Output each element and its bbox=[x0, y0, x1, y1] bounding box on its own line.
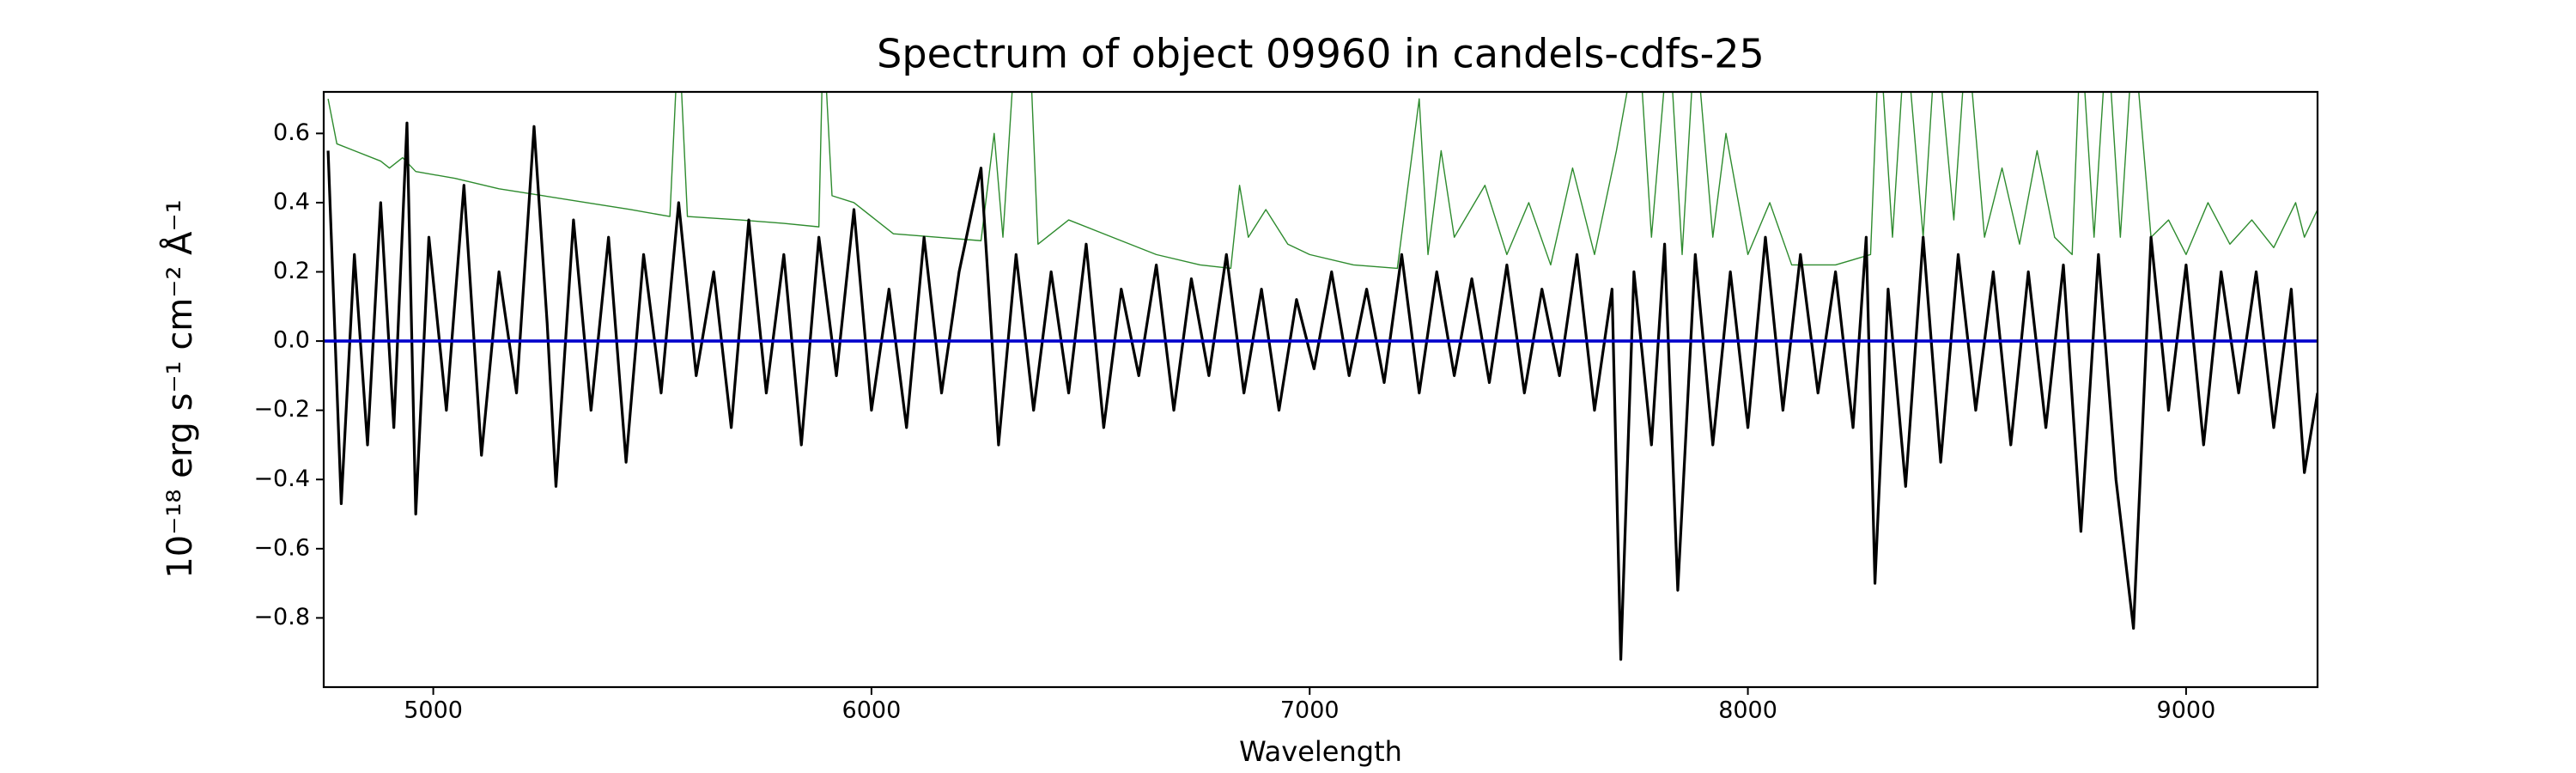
x-tick-label: 5000 bbox=[404, 697, 463, 724]
chart-title: Spectrum of object 09960 in candels-cdfs… bbox=[877, 31, 1765, 77]
y-tick-label: −0.8 bbox=[253, 604, 310, 630]
y-tick-label: −0.4 bbox=[253, 466, 310, 492]
y-tick-label: −0.2 bbox=[253, 396, 310, 423]
y-tick-label: 0.6 bbox=[273, 119, 310, 146]
y-axis-label: 10⁻¹⁸ erg s⁻¹ cm⁻² Å⁻¹ bbox=[159, 199, 200, 578]
x-axis-label: Wavelength bbox=[1239, 735, 1402, 768]
x-tick-label: 6000 bbox=[842, 697, 902, 724]
x-tick-label: 8000 bbox=[1718, 697, 1777, 724]
axes-frame bbox=[322, 90, 2319, 689]
y-tick-label: 0.2 bbox=[273, 258, 310, 284]
spectrum-line bbox=[327, 92, 2318, 270]
y-tick-label: −0.6 bbox=[253, 534, 310, 561]
x-tick-label: 9000 bbox=[2157, 697, 2216, 724]
y-tick-label: 0.0 bbox=[273, 327, 310, 354]
plot-area bbox=[324, 92, 2318, 661]
x-tick-label: 7000 bbox=[1280, 697, 1340, 724]
spectrum-line bbox=[326, 121, 2318, 661]
y-tick-label: 0.4 bbox=[273, 188, 310, 215]
